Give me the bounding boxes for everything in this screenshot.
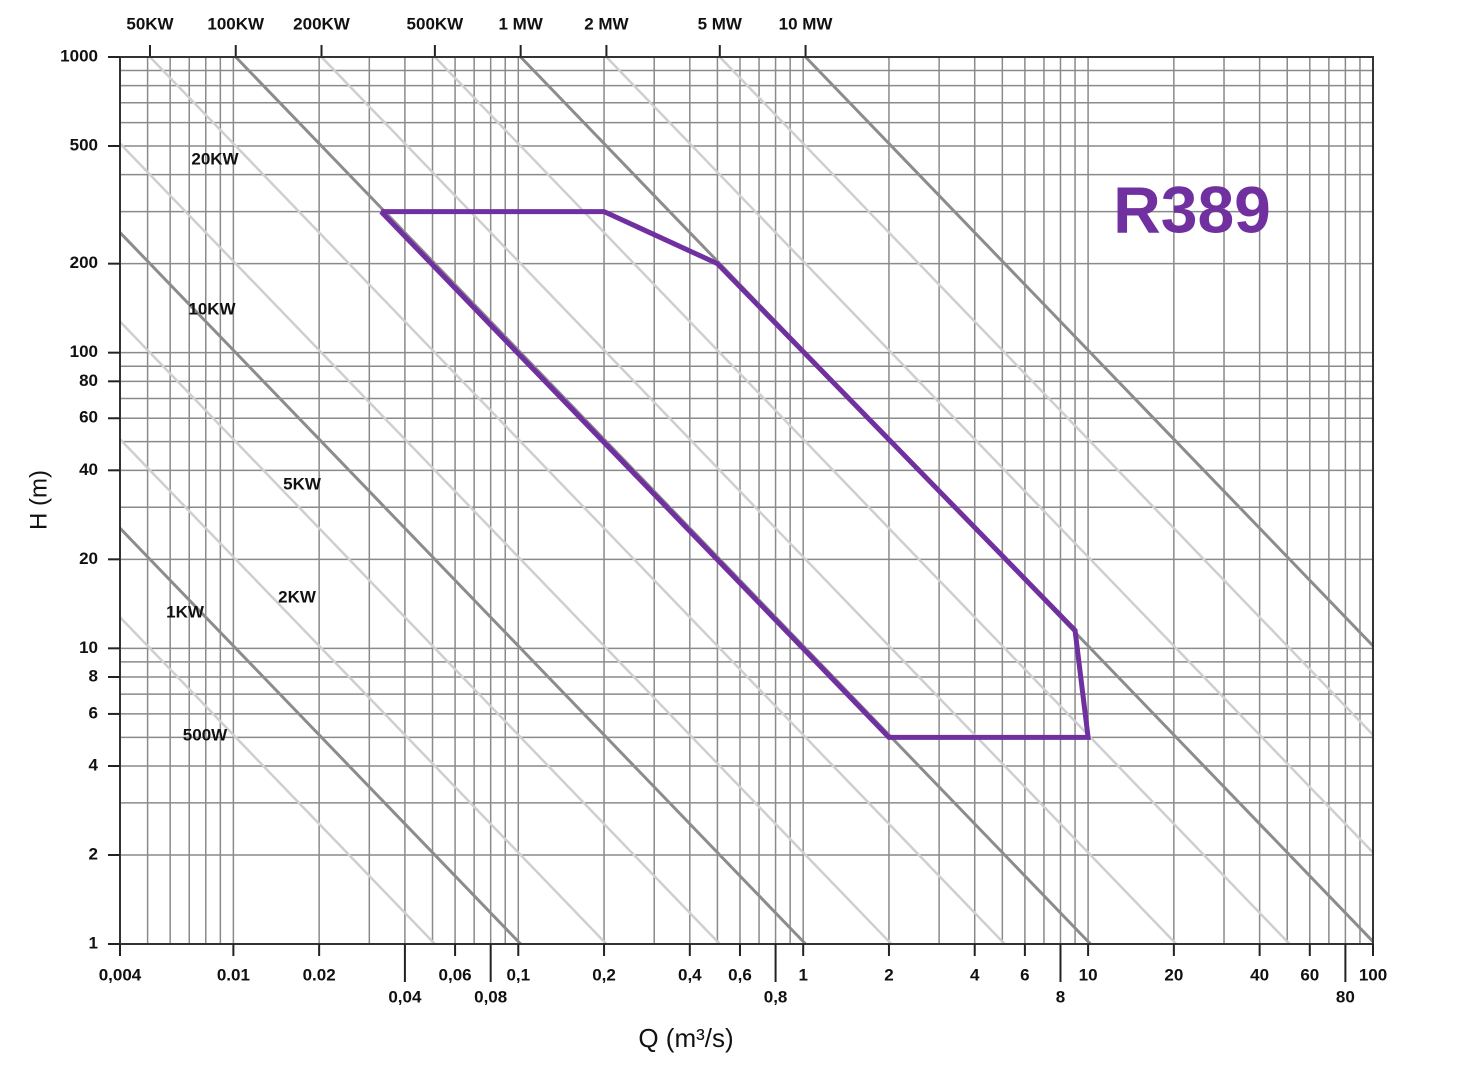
x-tick-label: 0,04 bbox=[388, 987, 422, 1006]
power-label: 10 MW bbox=[779, 14, 834, 33]
power-line bbox=[119, 320, 721, 945]
x-tick-label: 0,004 bbox=[99, 965, 142, 984]
x-tick-label: 0,2 bbox=[592, 965, 616, 984]
power-label: 500KW bbox=[407, 14, 465, 33]
power-line bbox=[118, 527, 522, 946]
power-line bbox=[119, 142, 893, 945]
y-tick-label: 100 bbox=[70, 342, 98, 361]
x-tick-label: 0,1 bbox=[506, 965, 530, 984]
x-tick-label: 6 bbox=[1020, 965, 1029, 984]
y-tick-label: 4 bbox=[89, 755, 99, 774]
power-label: 10KW bbox=[188, 299, 236, 318]
plot-frame bbox=[119, 56, 1374, 945]
power-label: 1 MW bbox=[498, 14, 543, 33]
power-label: 2KW bbox=[278, 587, 317, 606]
power-line bbox=[804, 55, 1375, 647]
y-tick-label: 10 bbox=[79, 638, 98, 657]
x-tick-label: 0,6 bbox=[728, 965, 752, 984]
power-label: 50KW bbox=[126, 14, 174, 33]
power-line bbox=[118, 231, 807, 946]
series-label: R389 bbox=[1113, 172, 1271, 246]
x-tick-label: 20 bbox=[1164, 965, 1183, 984]
x-tick-label: 80 bbox=[1336, 987, 1355, 1006]
power-label: 500W bbox=[183, 725, 228, 744]
power-line bbox=[605, 56, 1374, 854]
x-tick-label: 100 bbox=[1359, 965, 1387, 984]
y-tick-label: 2 bbox=[89, 844, 98, 863]
y-tick-label: 1 bbox=[89, 933, 98, 952]
power-label: 5 MW bbox=[698, 14, 743, 33]
y-tick-label: 200 bbox=[70, 253, 98, 272]
power-line bbox=[320, 56, 1178, 945]
x-tick-label: 40 bbox=[1250, 965, 1269, 984]
power-line bbox=[149, 56, 1006, 945]
x-tick-label: 0.01 bbox=[217, 965, 250, 984]
x-tick-label: 0.02 bbox=[303, 965, 336, 984]
power-label: 200KW bbox=[293, 14, 351, 33]
power-label: 5KW bbox=[283, 474, 322, 493]
x-tick-label: 0,06 bbox=[439, 965, 472, 984]
power-label: 100KW bbox=[207, 14, 265, 33]
x-tick-label: 10 bbox=[1079, 965, 1098, 984]
y-tick-label: 500 bbox=[70, 135, 98, 154]
power-line bbox=[433, 56, 1291, 945]
power-label: 20KW bbox=[191, 149, 239, 168]
x-tick-label: 0,8 bbox=[764, 987, 788, 1006]
x-tick-label: 0,08 bbox=[474, 987, 507, 1006]
y-tick-label: 1000 bbox=[60, 46, 98, 65]
y-tick-label: 8 bbox=[89, 666, 98, 685]
y-tick-label: 6 bbox=[89, 703, 98, 722]
x-tick-label: 60 bbox=[1300, 965, 1319, 984]
x-tick-label: 8 bbox=[1056, 987, 1065, 1006]
x-tick-label: 2 bbox=[884, 965, 893, 984]
power-line bbox=[119, 616, 436, 945]
x-tick-label: 0,4 bbox=[678, 965, 702, 984]
range-outline bbox=[379, 209, 1091, 740]
x-axis-label: Q (m³/s) bbox=[638, 1023, 733, 1053]
x-tick-label: 4 bbox=[970, 965, 980, 984]
x-tick-label: 1 bbox=[798, 965, 807, 984]
y-axis-label: H (m) bbox=[25, 470, 52, 530]
y-tick-label: 60 bbox=[79, 408, 98, 427]
power-label: 2 MW bbox=[584, 14, 629, 33]
power-line bbox=[119, 438, 608, 945]
y-tick-label: 80 bbox=[79, 371, 98, 390]
power-label: 1KW bbox=[166, 602, 205, 621]
power-line bbox=[718, 56, 1374, 736]
y-tick-label: 20 bbox=[79, 549, 98, 568]
y-tick-label: 40 bbox=[79, 460, 98, 479]
